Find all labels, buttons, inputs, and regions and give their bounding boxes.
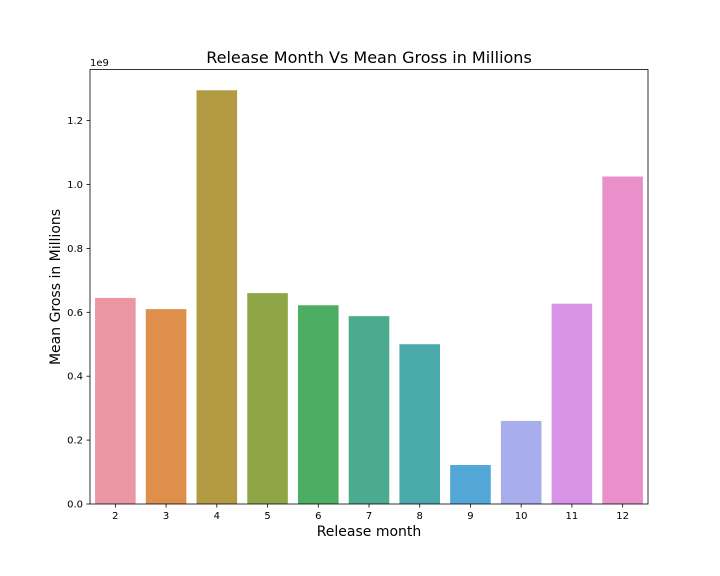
x-tick-label: 8 [417,511,423,522]
x-tick-label: 10 [515,511,528,522]
bar-month-2 [95,297,136,504]
x-axis-label: Release month [317,524,422,540]
y-tick-label: 0.2 [67,436,83,447]
bar-month-6 [297,305,339,504]
plot-frame [89,69,649,505]
bar-month-10 [500,420,542,504]
bars-layer [95,90,643,504]
bar-month-7 [348,316,390,504]
y-tick-label: 0.8 [67,244,83,255]
bar-month-9 [450,465,491,504]
y-tick-label: 1.2 [67,116,83,127]
y-ticks: 0.0 0.2 0.4 0.6 0.8 1.0 1.2 [67,116,90,511]
bar-month-3 [145,309,187,504]
x-tick-label: 5 [264,511,270,522]
y-tick-label: 0.0 [67,500,83,511]
x-tick-label: 9 [467,511,473,522]
bar-month-8 [399,344,441,504]
x-tick-label: 12 [616,511,629,522]
x-tick-label: 3 [163,511,169,522]
x-tick-label: 2 [112,511,118,522]
x-tick-label: 4 [214,511,220,522]
y-axis-label: Mean Gross in Millions [48,209,64,365]
x-tick-label: 7 [366,511,372,522]
y-axis-offset-label: 1e9 [90,58,109,69]
chart-title: Release Month Vs Mean Gross in Millions [206,48,532,67]
x-ticks: 2 3 4 5 6 7 8 9 10 11 12 [112,504,629,522]
bar-month-11 [551,303,593,504]
bar-month-5 [247,293,288,504]
x-tick-label: 6 [315,511,321,522]
bar-month-4 [196,90,238,504]
y-tick-label: 0.4 [67,372,83,383]
bar-month-12 [602,176,643,504]
x-tick-label: 11 [566,511,579,522]
y-tick-label: 0.6 [67,308,83,319]
y-tick-label: 1.0 [67,180,83,191]
